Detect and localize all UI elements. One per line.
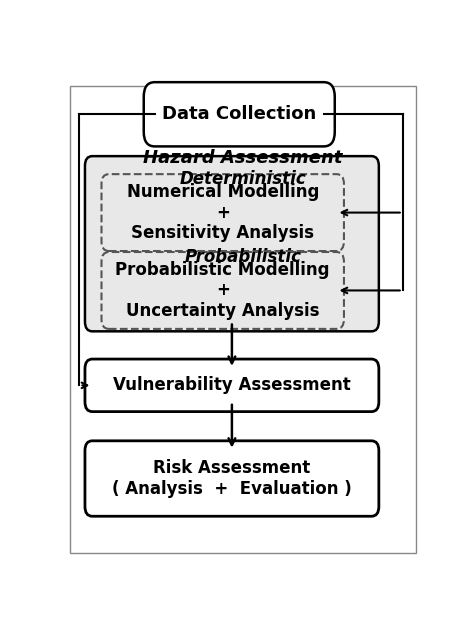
- FancyBboxPatch shape: [101, 174, 344, 251]
- FancyBboxPatch shape: [85, 156, 379, 331]
- FancyBboxPatch shape: [85, 359, 379, 411]
- Text: Risk Assessment
( Analysis  +  Evaluation ): Risk Assessment ( Analysis + Evaluation …: [112, 459, 352, 498]
- Text: Numerical Modelling
+
Sensitivity Analysis: Numerical Modelling + Sensitivity Analys…: [127, 183, 319, 243]
- Text: Deterministic: Deterministic: [180, 170, 306, 188]
- Text: Data Collection: Data Collection: [162, 106, 316, 123]
- FancyBboxPatch shape: [144, 82, 335, 147]
- Text: Vulnerability Assessment: Vulnerability Assessment: [113, 376, 351, 394]
- FancyBboxPatch shape: [70, 85, 416, 553]
- Text: Probabilistic Modelling
+
Uncertainty Analysis: Probabilistic Modelling + Uncertainty An…: [116, 260, 330, 320]
- Text: Hazard Assessment: Hazard Assessment: [143, 149, 343, 167]
- FancyBboxPatch shape: [101, 252, 344, 329]
- FancyBboxPatch shape: [85, 441, 379, 516]
- Text: Probabilistic: Probabilistic: [184, 248, 301, 266]
